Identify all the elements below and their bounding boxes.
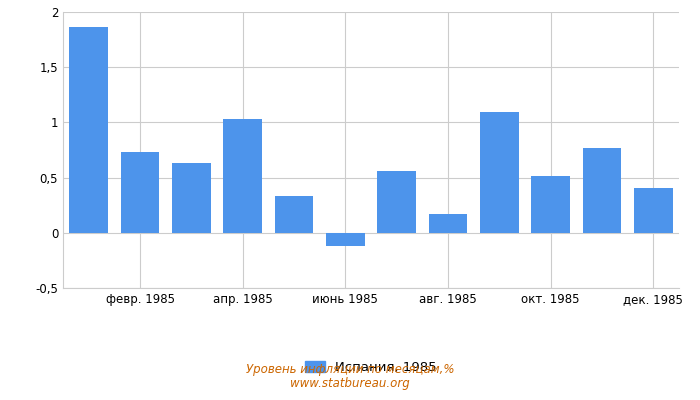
Bar xyxy=(582,148,622,233)
Bar xyxy=(120,152,160,233)
Bar xyxy=(428,214,468,233)
Bar xyxy=(274,196,314,233)
Bar xyxy=(69,28,108,233)
Bar xyxy=(531,176,570,233)
Legend: Испания, 1985: Испания, 1985 xyxy=(300,355,442,379)
Bar xyxy=(223,119,262,233)
Bar xyxy=(172,163,211,233)
Bar xyxy=(377,171,416,233)
Bar xyxy=(634,188,673,233)
Text: Уровень инфляции по месяцам,%: Уровень инфляции по месяцам,% xyxy=(246,364,454,376)
Bar xyxy=(326,233,365,246)
Bar xyxy=(480,112,519,233)
Text: www.statbureau.org: www.statbureau.org xyxy=(290,378,410,390)
